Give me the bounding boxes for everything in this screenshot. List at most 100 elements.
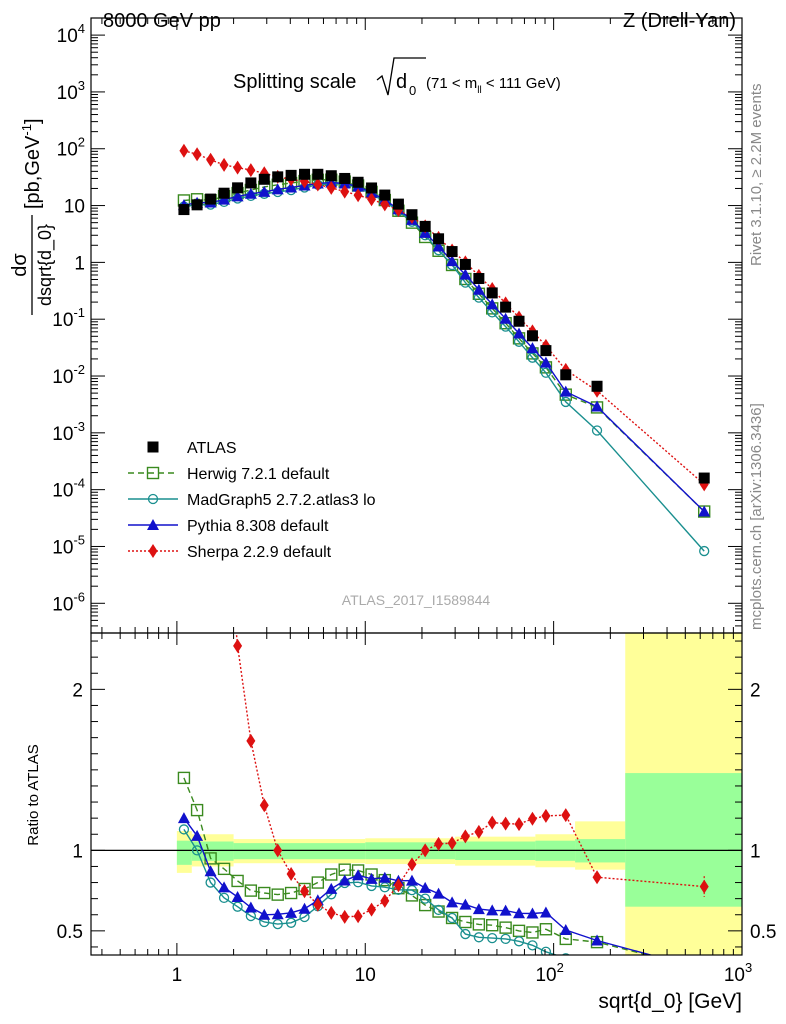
data-point: [233, 160, 243, 175]
ratio-point: [561, 808, 571, 823]
ratio-point: [205, 877, 216, 888]
ratio-point: [473, 932, 485, 943]
ylabel-unit: [pb,GeV-1]: [19, 118, 44, 209]
y-tick-label: 10-6: [52, 589, 85, 615]
ratio-point: [459, 915, 472, 929]
legend-marker: [147, 519, 159, 530]
data-point: [340, 184, 350, 199]
data-point: [285, 169, 297, 181]
ratio-point: [365, 872, 378, 884]
ratio-point: [445, 911, 459, 925]
ratio-point: [446, 912, 458, 924]
data-point: [486, 287, 498, 299]
data-point: [540, 345, 552, 357]
data-point: [206, 152, 216, 167]
data-point: [591, 380, 603, 392]
data-point: [299, 168, 311, 180]
legend-label: ATLAS: [187, 440, 237, 457]
ratio-point: [472, 918, 486, 931]
ratio-point: [271, 888, 284, 901]
ratio-point: [446, 896, 459, 908]
data-point: [339, 172, 351, 184]
ratio-point: [311, 876, 325, 889]
ylabel-num: dσ: [9, 253, 31, 277]
ratio-point: [378, 871, 391, 883]
xlabel: sqrt{d_0} [GeV]: [598, 990, 742, 1013]
data-point: [313, 177, 323, 192]
data-point: [486, 298, 499, 310]
ratio-point: [271, 908, 284, 920]
ratio-sherpa-2-2-9-default: [233, 633, 709, 924]
data-point: [559, 385, 572, 397]
bottom-frame: [90, 632, 743, 956]
ratio-point: [541, 808, 551, 823]
title-range: (71 < mll < 111 GeV): [426, 75, 561, 96]
ratio-pythia-8-308-default: [177, 812, 654, 955]
ratio-herwig-7-2-1-default: [177, 771, 651, 955]
ratio-point: [540, 946, 552, 955]
ratio-point: [233, 638, 243, 653]
legend-item-sherpa-2-2-9-default: Sherpa 2.2.9 default: [128, 544, 332, 561]
ratio-point: [367, 902, 377, 917]
ratio-y-label-left: 0.5: [57, 922, 83, 943]
ratio-point: [218, 881, 231, 893]
ratio-point: [284, 886, 298, 900]
legend-label: Herwig 7.2.1 default: [187, 466, 330, 483]
y-tick-label: 102: [57, 135, 85, 161]
data-point: [539, 356, 552, 368]
legend-item-pythia-8-308-default: Pythia 8.308 default: [128, 518, 329, 535]
ratio-point: [559, 924, 572, 936]
x-tick-label: 103: [724, 960, 752, 986]
ratio-point: [418, 898, 432, 912]
ylabel-den: dsqrt{d_0}: [35, 224, 56, 306]
data-point: [591, 400, 604, 412]
data-point: [258, 185, 271, 197]
top-ylabel: dσ dsqrt{d_0} [pb,GeV-1]: [9, 118, 56, 315]
ratio-point: [447, 836, 457, 851]
data-point: [526, 330, 538, 342]
data-point: [560, 396, 571, 408]
data-point: [526, 342, 539, 354]
ratio-point: [231, 891, 244, 903]
ratio-point: [501, 816, 511, 831]
data-point: [285, 181, 298, 193]
y-tick-label: 10-3: [52, 419, 85, 445]
data-point: [205, 193, 217, 205]
ratio-point: [486, 904, 499, 916]
legend-item-madgraph5-2-7-2-atlas3-lo: MadGraph5 2.7.2.atlas3 lo: [128, 492, 376, 509]
ratio-point: [474, 824, 484, 839]
data-point: [392, 198, 404, 210]
data-point: [272, 171, 284, 183]
data-point: [472, 283, 485, 295]
plot-title: Splitting scale d 0 (71 < mll < 111 GeV): [233, 57, 561, 98]
x-tick-label: 10: [355, 965, 376, 986]
ratio-point: [591, 934, 604, 946]
data-point: [179, 143, 189, 158]
band-inner-segment: [176, 840, 192, 865]
ratio-line: [183, 777, 651, 955]
data-point: [218, 193, 231, 205]
data-point: [232, 182, 244, 194]
ratio-point: [191, 829, 204, 841]
ratio-point: [300, 884, 310, 899]
ratio-point: [472, 903, 485, 915]
ratio-point: [338, 874, 351, 886]
data-point: [540, 367, 552, 378]
data-point: [513, 315, 525, 327]
ratio-point: [527, 811, 537, 826]
ratio-point: [487, 932, 498, 944]
axes: 1 10 102 10310-610-510-410-310-210-11101021…: [52, 17, 776, 986]
top-series: [177, 143, 711, 557]
legend-marker: [148, 544, 158, 558]
ratio-point: [513, 907, 526, 919]
ratio-point: [313, 897, 323, 912]
y-tick-label: 10-4: [52, 476, 85, 502]
y-tick-label: 10-1: [52, 305, 85, 331]
series-line: [183, 181, 705, 513]
ratio-point: [460, 829, 470, 844]
ratio-point: [432, 887, 445, 899]
data-point: [527, 352, 538, 363]
ratio-point: [285, 917, 297, 928]
data-point: [231, 190, 244, 202]
